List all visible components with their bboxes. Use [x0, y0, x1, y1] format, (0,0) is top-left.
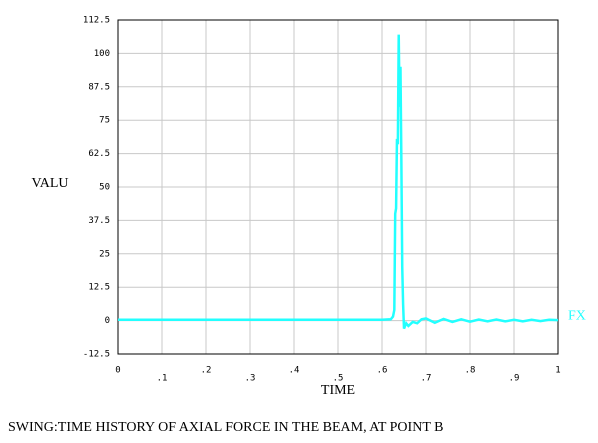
- y-tick-label: 75: [99, 116, 110, 126]
- y-tick-label: 50: [99, 183, 110, 193]
- y-tick-label: 0: [105, 316, 110, 326]
- y-tick-label: -12.5: [83, 350, 110, 360]
- x-tick-label: .1: [157, 374, 168, 384]
- y-tick-label: 25: [99, 249, 110, 259]
- x-tick-label: .6: [377, 366, 388, 376]
- x-tick-label: .2: [201, 366, 212, 376]
- legend-label: FX: [568, 308, 586, 323]
- y-axis-label: VALU: [31, 176, 68, 191]
- x-axis-label: TIME: [321, 383, 355, 398]
- y-tick-label: 112.5: [83, 16, 110, 26]
- y-tick-label: 87.5: [88, 82, 110, 92]
- x-tick-label: .4: [289, 366, 300, 376]
- x-tick-label: .7: [421, 374, 432, 384]
- x-tick-label: 0: [115, 366, 120, 376]
- x-tick-label: 1: [555, 366, 560, 376]
- plot-frame: [117, 19, 559, 355]
- x-tick-label: .3: [245, 374, 256, 384]
- y-tick-label: 12.5: [88, 283, 110, 293]
- x-tick-label: .9: [509, 374, 520, 384]
- data-line: [118, 34, 559, 330]
- y-tick-label: 37.5: [88, 216, 110, 226]
- x-tick-label: .8: [465, 366, 476, 376]
- y-tick-label: 62.5: [88, 149, 110, 159]
- x-tick-label: .5: [333, 374, 344, 384]
- chart-title: SWING:TIME HISTORY OF AXIAL FORCE IN THE…: [8, 420, 443, 435]
- y-tick-label: 100: [94, 49, 110, 59]
